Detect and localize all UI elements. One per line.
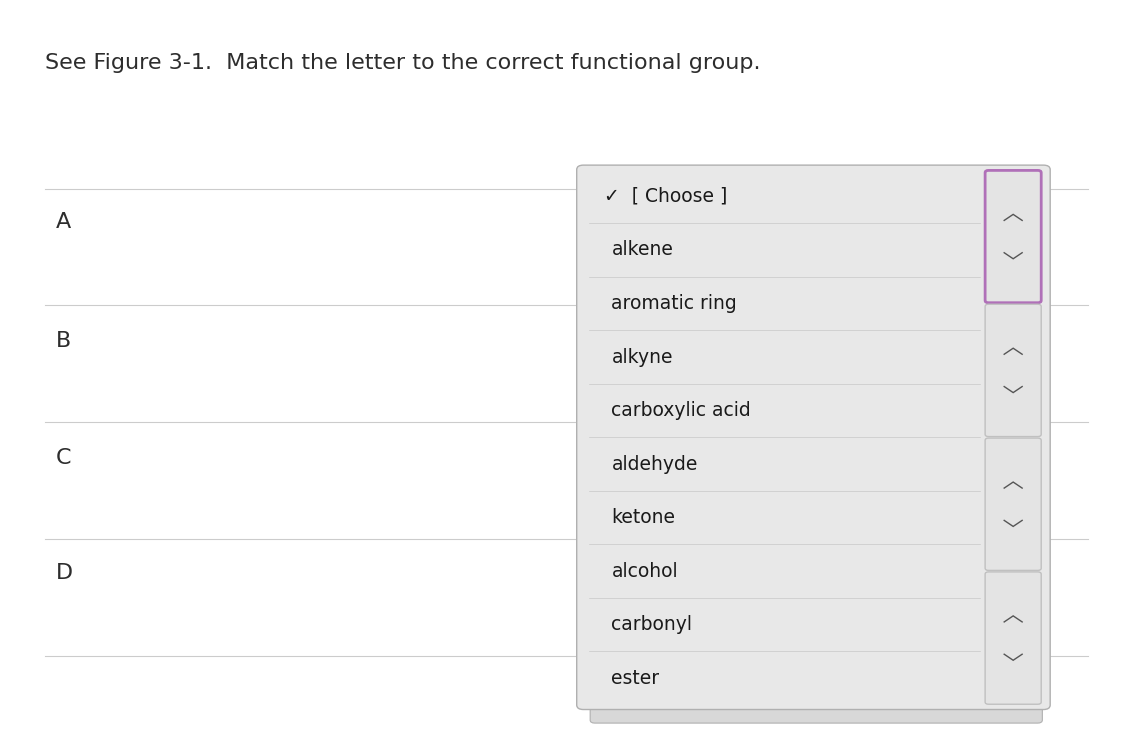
Text: See Figure 3-1.  Match the letter to the correct functional group.: See Figure 3-1. Match the letter to the … [45, 53, 761, 73]
Text: carboxylic acid: carboxylic acid [611, 401, 752, 420]
FancyBboxPatch shape [985, 170, 1041, 303]
Text: B: B [56, 331, 72, 351]
Text: carbonyl: carbonyl [611, 615, 692, 634]
Text: D: D [56, 563, 73, 583]
FancyBboxPatch shape [590, 696, 1042, 723]
FancyBboxPatch shape [985, 304, 1041, 437]
FancyBboxPatch shape [577, 165, 1050, 710]
Text: ✓  [ Choose ]: ✓ [ Choose ] [604, 187, 727, 206]
Text: ester: ester [611, 669, 660, 688]
Text: A: A [56, 213, 72, 232]
Text: C: C [56, 448, 72, 467]
Text: ketone: ketone [611, 508, 675, 527]
FancyBboxPatch shape [985, 438, 1041, 570]
FancyBboxPatch shape [985, 572, 1041, 704]
Text: alkyne: alkyne [611, 348, 673, 366]
Text: aromatic ring: aromatic ring [611, 294, 737, 313]
Text: alkene: alkene [611, 241, 673, 259]
Text: aldehyde: aldehyde [611, 455, 698, 474]
Text: alcohol: alcohol [611, 562, 678, 581]
